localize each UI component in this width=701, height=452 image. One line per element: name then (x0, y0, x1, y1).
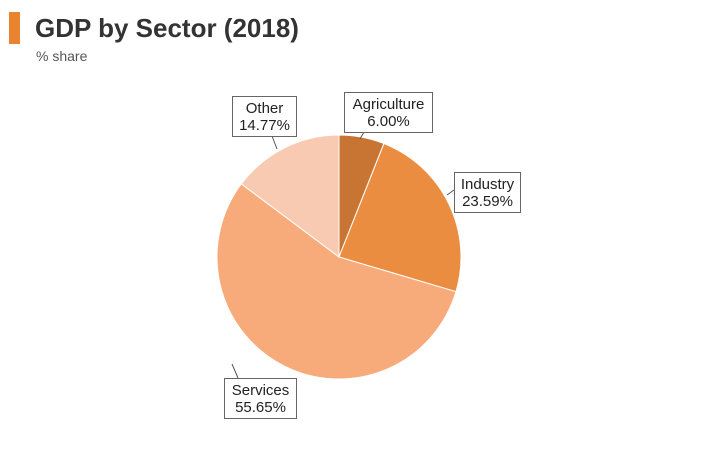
label-connector-agriculture (359, 131, 365, 140)
label-value-services: 55.65% (235, 399, 286, 416)
label-name-services: Services (232, 382, 290, 399)
label-value-industry: 23.59% (462, 193, 513, 210)
label-connector-services (231, 363, 239, 379)
title-accent-bar (9, 12, 20, 44)
chart-title: GDP by Sector (2018) (35, 13, 299, 43)
label-box-other (232, 96, 297, 137)
label-box-services (224, 378, 297, 419)
label-box-industry (454, 172, 521, 213)
label-box-agriculture (344, 92, 433, 133)
label-name-agriculture: Agriculture (353, 96, 425, 113)
pie-slice-services[interactable] (216, 183, 457, 380)
label-name-other: Other (246, 100, 284, 117)
label-connector-other (271, 135, 278, 150)
label-name-industry: Industry (461, 176, 515, 193)
pie-slice-industry[interactable] (338, 142, 462, 293)
chart-subtitle: % share (36, 48, 88, 64)
pie-slice-other[interactable] (240, 134, 340, 258)
label-value-agriculture: 6.00% (367, 113, 410, 130)
label-connector-industry (446, 189, 455, 196)
label-value-other: 14.77% (239, 117, 290, 134)
